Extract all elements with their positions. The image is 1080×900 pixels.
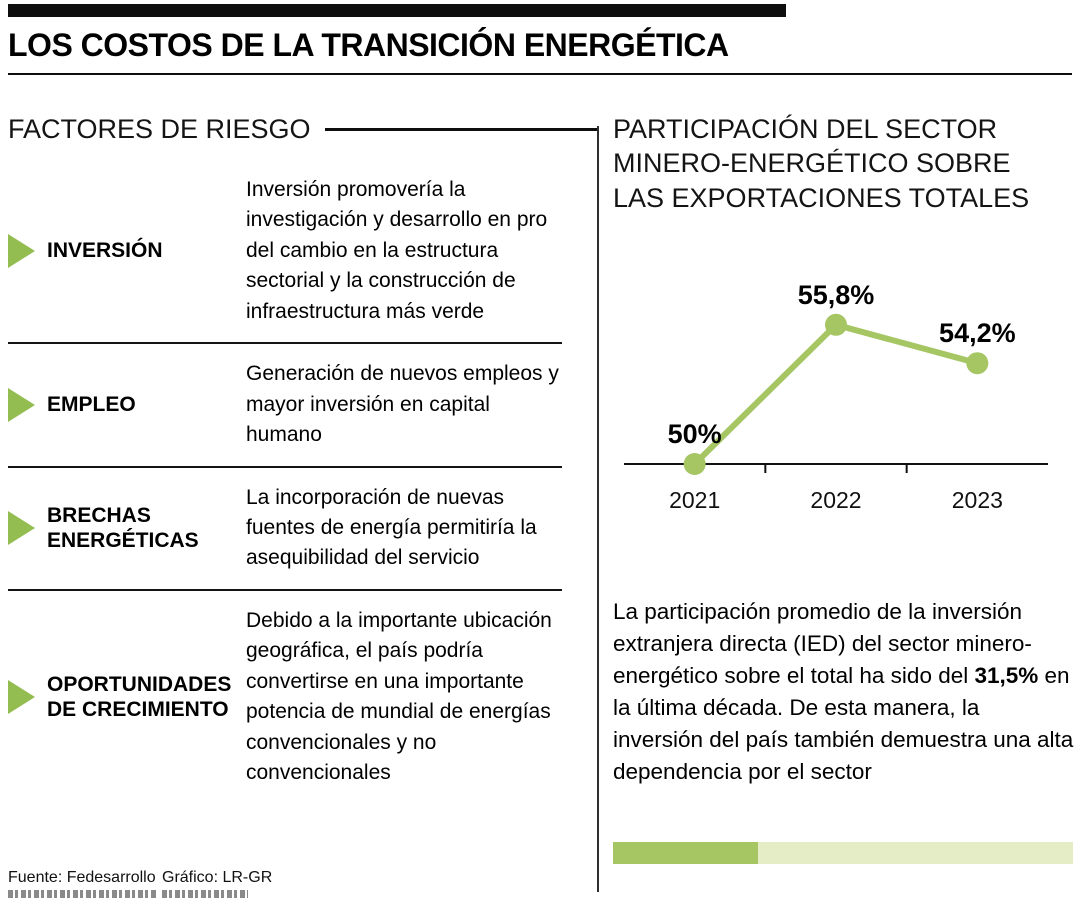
heading-rule [324,128,597,131]
risk-factor-label: BRECHAS ENERGÉTICAS [47,503,199,553]
exports-line-chart: 50% 2021 55,8% 2022 54,2% 2023 [624,280,1048,513]
risk-factor-title-block: BRECHAS ENERGÉTICAS [8,503,246,554]
exports-annotation: La participación promedio de la inversió… [613,596,1075,788]
title-rule [8,73,1072,75]
trend-line [691,321,981,467]
dependency-bar-fill [613,842,758,864]
risk-factor-title-block: EMPLEO [8,387,246,422]
risk-factor-label: EMPLEO [47,393,136,417]
annotation-bold-value: 31,5% [974,662,1039,688]
exports-heading-line: LAS EXPORTACIONES TOTALES [613,182,1030,213]
graphic-credit: Gráfico: LR-GR [162,869,273,886]
item-separator [8,342,562,345]
risk-factor-description: Generación de nuevos empleos y mayor inv… [246,362,559,447]
risk-factor-label: OPORTUNIDADES DE CRECIMIENTO [47,672,232,722]
arrow-right-icon [8,234,35,269]
arrow-right-icon [8,387,35,422]
data-value-label: 55,8% [798,280,875,310]
risk-factor-item: EMPLEO Generación de nuevos empleos y may… [8,344,562,465]
data-point [966,352,989,375]
year-label: 2021 [669,487,720,513]
annotation-text-after: en la última década. De esta manera, la … [613,662,1074,784]
data-value-label: 54,2% [939,318,1016,348]
annotation-text-before: La participación promedio de la inversió… [613,599,1032,688]
year-label: 2023 [952,487,1003,513]
exports-heading: PARTICIPACIÓN DEL SECTOR MINERO-ENERGÉTI… [613,112,1075,215]
fine-print-right [162,890,248,898]
year-label: 2022 [810,487,861,513]
top-accent-bar [8,4,786,17]
item-separator [8,465,562,468]
page-title: LOS COSTOS DE LA TRANSICIÓN ENERGÉTICA [8,27,729,63]
risk-factors-heading: FACTORES DE RIESGO [8,114,311,144]
risk-factor-description: Debido a la importante ubicación geográf… [246,608,552,784]
risk-factor-label: INVERSIÓN [47,239,163,263]
risk-factor-item: BRECHAS ENERGÉTICAS La incorporación de n… [8,468,562,589]
risk-factor-title-block: INVERSIÓN [8,234,246,269]
risk-factors-list: INVERSIÓN Inversión promovería la investi… [8,160,562,803]
risk-factors-header: FACTORES DE RIESGO [8,114,597,145]
exports-heading-line: MINERO-ENERGÉTICO SOBRE [613,148,1011,179]
item-separator [8,588,562,591]
risk-factor-description: La incorporación de nuevas fuentes de en… [246,485,537,570]
fine-print-left [8,890,156,898]
arrow-right-icon [8,511,35,546]
risk-factor-item: OPORTUNIDADES DE CRECIMIENTO Debido a la … [8,591,562,804]
vertical-divider [597,126,599,892]
data-value-label: 50% [668,419,722,449]
arrow-right-icon [8,680,35,715]
risk-factor-item: INVERSIÓN Inversión promovería la investi… [8,160,562,342]
risk-factor-description: Inversión promovería la investigación y … [246,178,548,323]
source-credit: Fuente: Fedesarrollo [8,869,156,886]
data-point [825,313,847,336]
dependency-bar [613,842,1073,864]
data-point [683,453,706,475]
exports-heading-line: PARTICIPACIÓN DEL SECTOR [613,114,998,144]
risk-factor-title-block: OPORTUNIDADES DE CRECIMIENTO [8,672,246,723]
